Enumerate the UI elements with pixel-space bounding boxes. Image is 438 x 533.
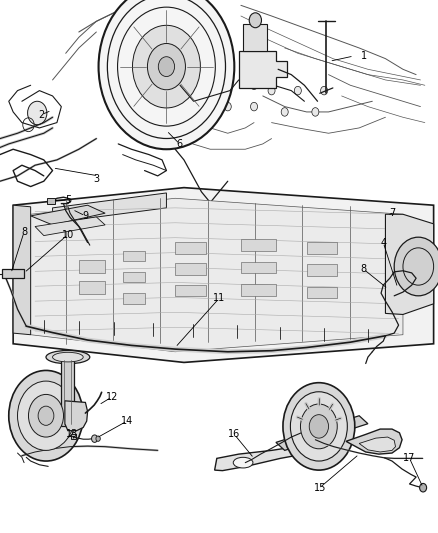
Circle shape (224, 81, 231, 90)
Text: 10: 10 (62, 230, 74, 239)
Circle shape (251, 102, 258, 111)
Circle shape (312, 108, 319, 116)
Bar (123, 251, 145, 261)
Bar (175, 263, 206, 275)
Bar (79, 260, 105, 273)
Polygon shape (359, 437, 396, 452)
Circle shape (249, 13, 261, 28)
Ellipse shape (233, 457, 253, 468)
Circle shape (294, 86, 301, 95)
Polygon shape (13, 205, 31, 335)
Text: 11: 11 (213, 294, 225, 303)
Circle shape (158, 56, 175, 77)
Bar (123, 272, 145, 282)
Text: 13: 13 (66, 430, 78, 439)
Polygon shape (385, 214, 434, 314)
Bar (307, 242, 337, 254)
Text: 4: 4 (380, 238, 386, 247)
Bar (241, 284, 276, 296)
Text: 8: 8 (360, 264, 367, 274)
Text: 17: 17 (403, 454, 416, 463)
Polygon shape (47, 198, 55, 204)
Text: 16: 16 (228, 430, 240, 439)
Polygon shape (239, 51, 287, 88)
Text: 9: 9 (82, 211, 88, 221)
Circle shape (28, 394, 64, 437)
Circle shape (148, 44, 185, 90)
Bar (175, 285, 206, 296)
Bar (241, 262, 276, 273)
Bar (307, 264, 337, 276)
Polygon shape (346, 429, 402, 454)
Bar (307, 287, 337, 298)
Polygon shape (35, 217, 105, 236)
Ellipse shape (53, 352, 83, 362)
Bar (175, 242, 206, 254)
Text: 6: 6 (177, 139, 183, 149)
Bar (61, 357, 74, 426)
Text: 1: 1 (360, 51, 367, 61)
Polygon shape (13, 188, 434, 362)
Circle shape (420, 483, 427, 492)
Polygon shape (215, 420, 355, 471)
Text: 14: 14 (121, 416, 133, 426)
Bar (79, 281, 105, 294)
Circle shape (132, 25, 200, 108)
Circle shape (92, 435, 98, 442)
Text: 15: 15 (314, 483, 326, 492)
Polygon shape (243, 24, 267, 51)
Bar (241, 239, 276, 251)
Circle shape (251, 81, 258, 90)
Circle shape (290, 392, 347, 461)
Polygon shape (53, 193, 166, 223)
Text: 7: 7 (389, 208, 395, 218)
Bar (123, 293, 145, 304)
Bar (71, 434, 76, 439)
Circle shape (9, 370, 83, 461)
Text: 5: 5 (65, 195, 71, 205)
Circle shape (99, 0, 234, 149)
Circle shape (96, 436, 100, 441)
Polygon shape (32, 386, 75, 440)
Polygon shape (31, 205, 105, 225)
Ellipse shape (46, 351, 90, 364)
Circle shape (300, 404, 337, 449)
Circle shape (28, 101, 47, 125)
Circle shape (224, 102, 231, 111)
Circle shape (321, 86, 328, 95)
Circle shape (394, 237, 438, 296)
Polygon shape (2, 269, 24, 278)
Text: 2: 2 (39, 110, 45, 119)
Polygon shape (31, 198, 403, 352)
Text: 8: 8 (21, 227, 27, 237)
Circle shape (309, 415, 328, 438)
Text: 3: 3 (93, 174, 99, 183)
Polygon shape (65, 401, 88, 431)
Text: 12: 12 (106, 392, 118, 402)
Polygon shape (276, 416, 368, 450)
Circle shape (268, 86, 275, 95)
Circle shape (283, 383, 355, 470)
Circle shape (18, 381, 74, 450)
Circle shape (38, 406, 54, 425)
Circle shape (281, 108, 288, 116)
